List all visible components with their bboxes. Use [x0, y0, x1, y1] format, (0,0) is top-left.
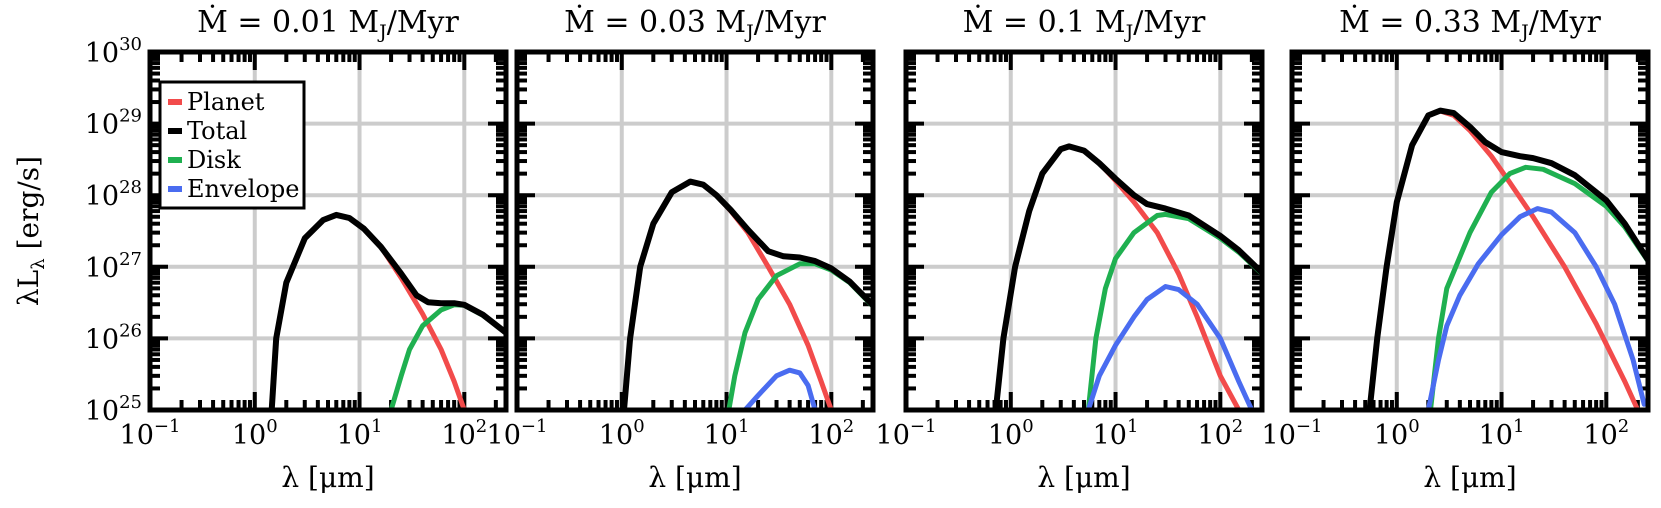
- subplot-title: Ṁ = 0.01 MJ/Myr: [197, 4, 459, 43]
- legend-label-disk: Disk: [187, 146, 241, 174]
- x-tick-label: 10−1: [1262, 416, 1323, 451]
- y-tick-label: 1028: [85, 177, 142, 212]
- plot-frame: [1289, 49, 1651, 413]
- subplot-4: Ṁ = 0.33 MJ/Myr 10−1 100 101 102 λ [μm]: [1262, 4, 1651, 494]
- ticks: [515, 50, 873, 412]
- legend-box: [158, 80, 306, 210]
- y-tick-label: 1029: [85, 106, 142, 141]
- y-axis-label: λLλ [erg/s]: [12, 156, 49, 306]
- x-tick-label: 100: [1374, 416, 1420, 451]
- series-line-envelope: [742, 367, 818, 410]
- series-group: [268, 211, 506, 410]
- x-tick-label: 101: [1093, 416, 1139, 451]
- legend-label-planet: Planet: [187, 88, 265, 116]
- series-line-disk: [1428, 164, 1648, 410]
- series-line-total: [268, 211, 506, 410]
- subplot-title: Ṁ = 0.1 MJ/Myr: [963, 4, 1206, 43]
- series-line-total: [1366, 107, 1648, 410]
- plot-frame: [903, 49, 1265, 413]
- y-tick-label: 1025: [85, 392, 142, 427]
- plot-frame: [147, 49, 509, 413]
- y-tick-label: 1030: [85, 34, 142, 69]
- x-tick-label: 10−1: [487, 416, 548, 451]
- x-tick-label: 101: [704, 416, 750, 451]
- series-line-envelope: [1085, 284, 1255, 410]
- x-tick-label: 100: [232, 416, 278, 451]
- x-tick-label: 10−1: [876, 416, 937, 451]
- x-axis-label: λ [μm]: [1423, 461, 1516, 494]
- x-axis-label: λ [μm]: [1037, 461, 1130, 494]
- subplot-2: Ṁ = 0.03 MJ/Myr 10−1 100 101 102 λ [μm]: [487, 4, 876, 494]
- y-tick-label: 1027: [85, 249, 142, 284]
- x-tick-label: 102: [1583, 416, 1629, 451]
- legend-label-envelope: Envelope: [187, 175, 299, 203]
- subplot-title: Ṁ = 0.03 MJ/Myr: [564, 4, 826, 43]
- series-line-total: [992, 143, 1262, 410]
- subplot-3: Ṁ = 0.1 MJ/Myr 10−1 100 101 102 λ [μm]: [876, 4, 1265, 494]
- x-tick-label: 101: [337, 416, 383, 451]
- x-tick-label: 100: [599, 416, 645, 451]
- subplot-title: Ṁ = 0.33 MJ/Myr: [1339, 4, 1601, 43]
- x-tick-label: 100: [988, 416, 1034, 451]
- series-group: [1366, 107, 1648, 410]
- plot-frame: [514, 49, 876, 413]
- grid: [515, 50, 873, 412]
- x-tick-label: 102: [441, 416, 487, 451]
- y-tick-label: 1026: [85, 320, 142, 355]
- series-group: [992, 143, 1262, 410]
- x-axis-label: λ [μm]: [281, 461, 374, 494]
- subplot-1: Ṁ = 0.01 MJ/Myr 10−1 100 101 102 λ [μm] 1025 10…: [12, 4, 509, 494]
- legend-label-total: Total: [187, 117, 247, 145]
- x-axis-label: λ [μm]: [648, 461, 741, 494]
- series-line-total: [621, 178, 873, 410]
- series-group: [621, 178, 873, 410]
- x-tick-label: 102: [1197, 416, 1243, 451]
- series-line-envelope: [1425, 206, 1647, 410]
- x-tick-label: 101: [1479, 416, 1525, 451]
- x-tick-label: 10−1: [120, 416, 181, 451]
- x-tick-label: 102: [808, 416, 854, 451]
